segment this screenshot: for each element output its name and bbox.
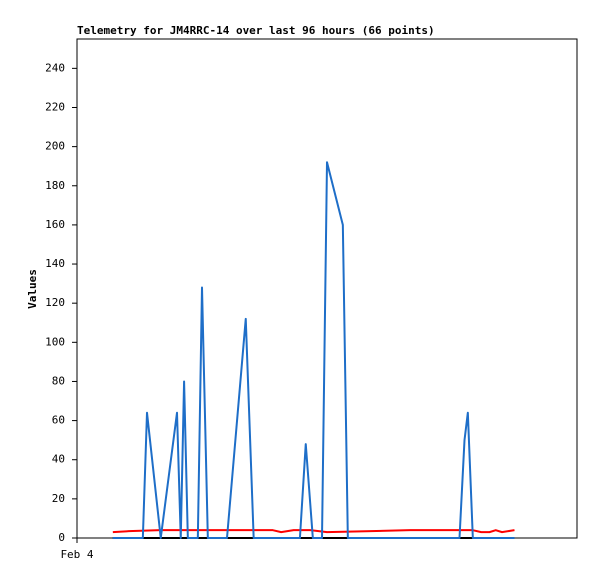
y-tick-label: 0 bbox=[58, 531, 65, 544]
series-line bbox=[112, 529, 515, 534]
y-tick-label: 180 bbox=[45, 179, 65, 192]
y-tick-label: 220 bbox=[45, 100, 65, 113]
chart-title: Telemetry for JM4RRC-14 over last 96 hou… bbox=[77, 24, 435, 37]
y-tick-label: 80 bbox=[52, 374, 65, 387]
y-tick-label: 200 bbox=[45, 140, 65, 153]
y-tick-label: 20 bbox=[52, 492, 65, 505]
y-tick-label: 60 bbox=[52, 414, 65, 427]
y-axis-label: Values bbox=[26, 269, 39, 309]
y-tick-label: 240 bbox=[45, 61, 65, 74]
y-tick-label: 120 bbox=[45, 296, 65, 309]
series-line bbox=[112, 161, 515, 539]
y-tick-label: 160 bbox=[45, 218, 65, 231]
y-tick-label: 100 bbox=[45, 335, 65, 348]
y-tick-label: 140 bbox=[45, 257, 65, 270]
y-tick-label: 40 bbox=[52, 453, 65, 466]
x-tick-label: Feb 4 bbox=[60, 548, 93, 561]
